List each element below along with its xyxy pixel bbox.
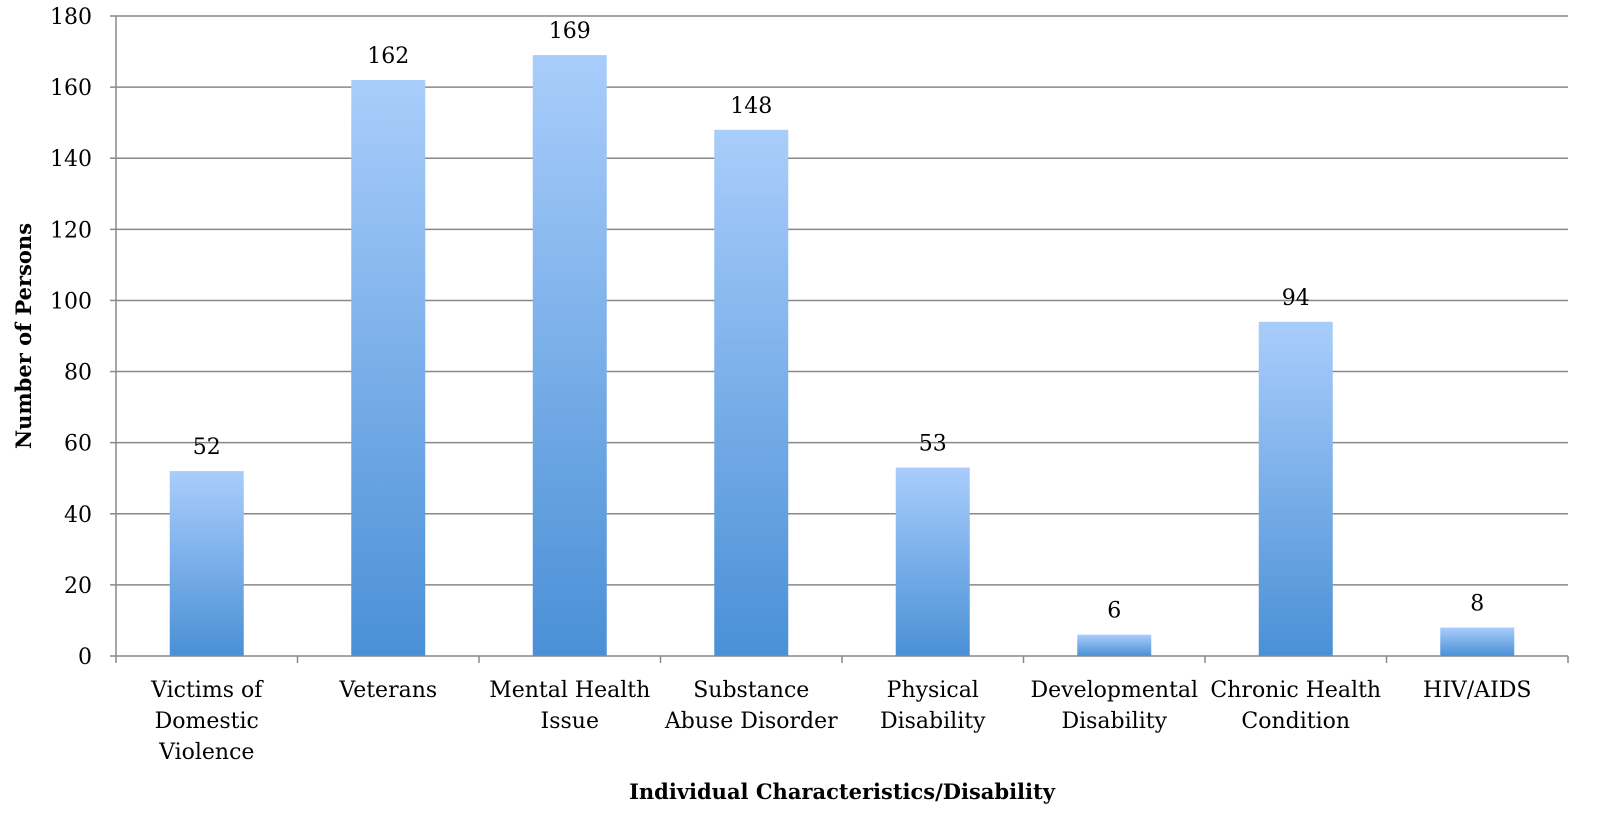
category-label: Violence bbox=[158, 740, 254, 765]
bar bbox=[1440, 627, 1515, 656]
category-label: HIV/AIDS bbox=[1423, 678, 1531, 703]
y-tick-label: 0 bbox=[78, 645, 92, 670]
y-tick-label: 100 bbox=[50, 289, 92, 314]
bar bbox=[532, 55, 607, 657]
category-label: Victims of bbox=[150, 678, 264, 703]
gridlines bbox=[116, 15, 1568, 586]
category-label: Substance bbox=[693, 678, 809, 703]
category-label: Abuse Disorder bbox=[664, 709, 838, 734]
bar bbox=[895, 467, 970, 656]
category-label: Issue bbox=[541, 709, 599, 734]
data-label: 6 bbox=[1107, 599, 1121, 624]
category-label: Developmental bbox=[1030, 678, 1198, 703]
bar bbox=[169, 471, 244, 656]
y-tick-label: 140 bbox=[50, 147, 92, 172]
y-tick-label: 80 bbox=[64, 361, 92, 386]
labels: 0 20 40 60 80 100 120 140 160 180 52 Victims of Dome… bbox=[50, 5, 1531, 765]
category-label: Condition bbox=[1241, 709, 1350, 734]
data-label: 148 bbox=[730, 94, 772, 119]
data-label: 8 bbox=[1470, 592, 1484, 617]
y-tick-label: 40 bbox=[64, 503, 92, 528]
category-label: Domestic bbox=[155, 709, 259, 734]
y-tick-label: 180 bbox=[50, 5, 92, 30]
data-label: 162 bbox=[367, 44, 409, 69]
y-axis-title: Number of Persons bbox=[11, 223, 36, 449]
data-label: 169 bbox=[549, 19, 591, 44]
data-label: 53 bbox=[919, 432, 947, 457]
category-label: Veterans bbox=[338, 678, 437, 703]
category-label: Mental Health bbox=[489, 678, 650, 703]
bar bbox=[714, 129, 789, 656]
bar bbox=[1077, 634, 1152, 656]
y-tick-label: 20 bbox=[64, 574, 92, 599]
y-tick-label: 60 bbox=[64, 432, 92, 457]
x-axis-title: Individual Characteristics/Disability bbox=[629, 779, 1056, 804]
data-label: 52 bbox=[193, 435, 221, 460]
y-tick-label: 120 bbox=[50, 218, 92, 243]
category-label: Chronic Health bbox=[1210, 678, 1381, 703]
y-tick-label: 160 bbox=[50, 76, 92, 101]
category-label: Disability bbox=[880, 709, 986, 734]
axes bbox=[110, 15, 1569, 663]
data-label: 94 bbox=[1282, 286, 1310, 311]
bar bbox=[351, 80, 426, 656]
category-label: Disability bbox=[1061, 709, 1167, 734]
bar bbox=[1258, 321, 1333, 656]
category-label: Physical bbox=[887, 678, 979, 703]
bars bbox=[169, 55, 1515, 657]
